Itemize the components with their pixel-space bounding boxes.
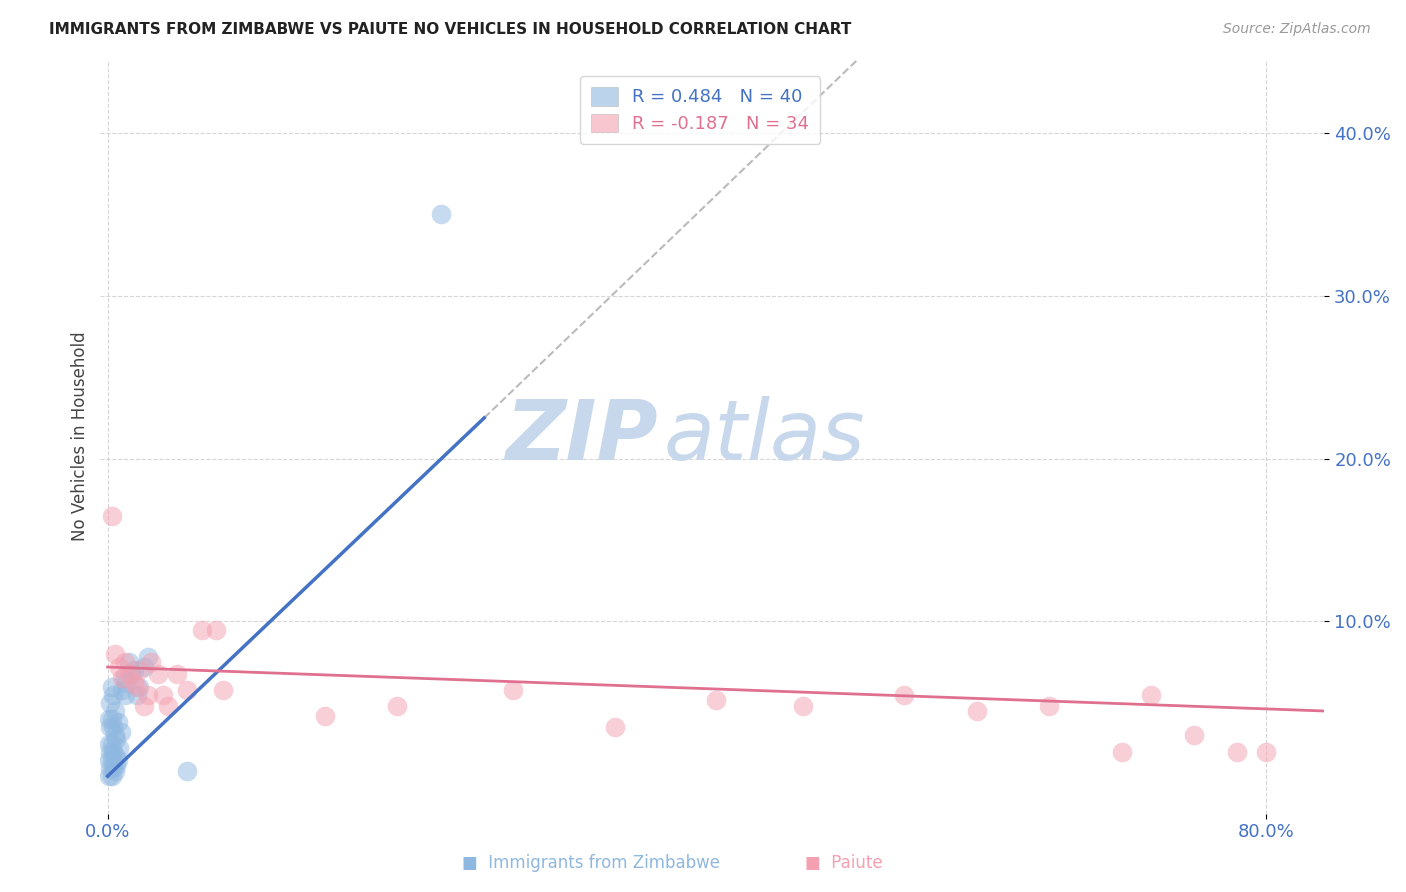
Point (101, 712, 124, 726)
Point (139, 655, 162, 669)
Text: ■  Immigrants from Zimbabwe: ■ Immigrants from Zimbabwe (461, 855, 720, 872)
Point (176, 764, 198, 779)
Point (101, 769, 124, 783)
Point (212, 682, 235, 697)
Point (103, 745, 125, 759)
Point (118, 655, 141, 669)
Point (114, 688, 136, 702)
Point (108, 741, 131, 756)
Point (603, 720, 626, 734)
Point (107, 715, 129, 730)
Point (132, 660, 155, 674)
Y-axis label: No Vehicles in Household: No Vehicles in Household (72, 332, 89, 541)
Point (148, 666, 170, 681)
Point (190, 623, 212, 637)
Text: atlas: atlas (664, 396, 865, 477)
Point (1182, 728, 1205, 742)
Text: Source: ZipAtlas.com: Source: ZipAtlas.com (1223, 22, 1371, 37)
Text: IMMIGRANTS FROM ZIMBABWE VS PAIUTE NO VEHICLES IN HOUSEHOLD CORRELATION CHART: IMMIGRANTS FROM ZIMBABWE VS PAIUTE NO VE… (49, 22, 852, 37)
Point (122, 676, 145, 690)
Text: ■  Paiute: ■ Paiute (804, 855, 883, 872)
Point (120, 666, 142, 681)
Point (107, 753, 129, 767)
Point (104, 647, 127, 661)
Point (704, 692, 727, 706)
Point (98, 753, 121, 767)
Point (125, 680, 148, 694)
Point (98, 712, 121, 726)
Point (387, 699, 409, 714)
Point (429, 207, 451, 221)
Point (1111, 745, 1133, 759)
Point (893, 688, 915, 702)
Point (157, 699, 180, 714)
Point (122, 663, 145, 677)
Point (314, 709, 336, 723)
Point (118, 666, 141, 681)
Point (103, 761, 125, 775)
Point (101, 737, 124, 751)
Point (502, 682, 524, 697)
Point (103, 688, 125, 702)
Point (110, 725, 132, 739)
Point (966, 704, 988, 718)
Point (792, 699, 814, 714)
Point (166, 666, 188, 681)
Point (111, 682, 134, 697)
Point (101, 680, 124, 694)
Point (111, 672, 134, 686)
Point (152, 688, 174, 702)
Text: ZIP: ZIP (505, 396, 657, 477)
Point (101, 508, 124, 523)
Point (125, 688, 148, 702)
Point (105, 731, 128, 746)
Point (100, 745, 122, 759)
Point (103, 720, 125, 734)
Point (100, 696, 122, 710)
Point (128, 680, 150, 694)
Point (104, 764, 127, 779)
Point (176, 682, 198, 697)
Point (128, 663, 150, 677)
Point (98, 769, 121, 783)
Point (1139, 688, 1161, 702)
Point (1256, 745, 1278, 759)
Point (114, 655, 136, 669)
Point (104, 747, 127, 762)
Point (1038, 699, 1060, 714)
Point (136, 688, 159, 702)
Point (108, 660, 131, 674)
Point (98, 737, 121, 751)
Legend: R = 0.484   N = 40, R = -0.187   N = 34: R = 0.484 N = 40, R = -0.187 N = 34 (581, 76, 820, 144)
Point (115, 676, 138, 690)
Point (132, 699, 155, 714)
Point (100, 761, 122, 775)
Point (104, 728, 127, 742)
Point (100, 720, 122, 734)
Point (205, 623, 228, 637)
Point (105, 757, 128, 772)
Point (112, 672, 135, 686)
Point (1226, 745, 1249, 759)
Point (104, 704, 127, 718)
Point (136, 650, 159, 665)
Point (101, 753, 124, 767)
